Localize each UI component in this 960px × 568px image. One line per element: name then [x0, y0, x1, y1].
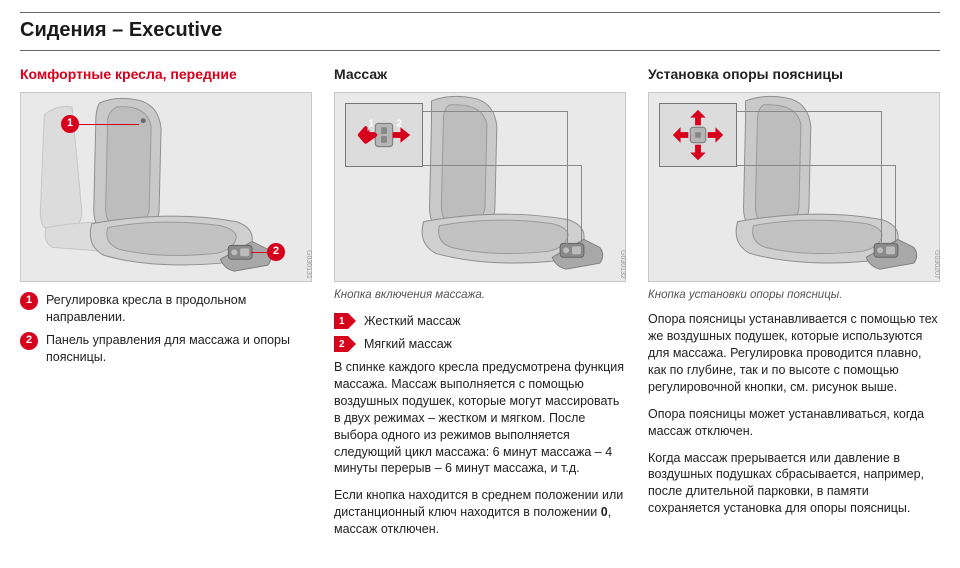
page-title: Сидения – Executive — [20, 12, 940, 51]
col2-figure: 1 2 G030132 — [334, 92, 626, 282]
leader-line — [881, 111, 882, 245]
col1-figure: 1 2 G030131 — [20, 92, 312, 282]
leader-line — [735, 165, 895, 166]
callout-1-badge: 1 — [61, 115, 79, 133]
col2-p1: В спинке каждого кресла предусмотрена фу… — [334, 359, 626, 477]
callout-2-badge: 2 — [267, 243, 285, 261]
leader-line — [421, 111, 567, 112]
col3-caption: Кнопка установки опоры поясницы. — [648, 288, 940, 304]
col1-img-id: G030131 — [304, 250, 313, 279]
legend-item: 2 Панель управления для массажа и опоры … — [20, 332, 312, 366]
col2-legend: 1 Жесткий массаж 2 Мягкий массаж — [334, 313, 626, 353]
lumbar-switch-icon — [660, 104, 736, 166]
legend-item: 1 Регулировка кресла в продольном направ… — [20, 292, 312, 326]
leader-line — [895, 165, 896, 251]
p2-b: 0 — [601, 505, 608, 519]
leader-line — [581, 165, 582, 251]
callout-1-line — [79, 124, 139, 125]
legend-text: Регулировка кресла в продольном направле… — [46, 292, 312, 326]
col3-p3: Когда массаж прерывается или давление в … — [648, 450, 940, 518]
col-lumbar: Установка опоры поясницы — [648, 65, 940, 548]
col1-legend: 1 Регулировка кресла в продольном направ… — [20, 292, 312, 366]
massage-switch-icon: 1 2 — [346, 104, 422, 166]
col3-img-id: G030207 — [932, 250, 941, 279]
legend-item: 2 Мягкий массаж — [334, 336, 626, 353]
legend-item: 1 Жесткий массаж — [334, 313, 626, 330]
callout-2-line — [251, 252, 267, 253]
col3-figure: G030207 — [648, 92, 940, 282]
col1-title: Комфортные кресла, передние — [20, 65, 312, 84]
leader-line — [567, 111, 568, 245]
col-comfort-seats: Комфортные кресла, передние — [20, 65, 312, 548]
col3-p2: Опора поясницы может устанавливаться, ко… — [648, 406, 940, 440]
legend-text: Жесткий массаж — [364, 313, 461, 330]
col2-inset: 1 2 — [345, 103, 423, 167]
svg-text:2: 2 — [397, 118, 402, 129]
p2-a: Если кнопка находится в среднем положе­н… — [334, 488, 623, 519]
leader-line — [735, 111, 881, 112]
col2-caption: Кнопка включения массажа. — [334, 288, 626, 304]
legend-arrow-2: 2 — [334, 336, 356, 352]
leader-line — [421, 165, 581, 166]
legend-arrow-1: 1 — [334, 313, 356, 329]
col-massage: Массаж — [334, 65, 626, 548]
col3-p1: Опора поясницы устанавливается с помощью… — [648, 311, 940, 395]
legend-num-1: 1 — [20, 292, 38, 310]
legend-text: Панель управления для массажа и опоры по… — [46, 332, 312, 366]
col2-img-id: G030132 — [618, 250, 627, 279]
svg-text:1: 1 — [369, 118, 375, 129]
col2-p2: Если кнопка находится в среднем положе­н… — [334, 487, 626, 538]
legend-num-2: 2 — [20, 332, 38, 350]
legend-text: Мягкий массаж — [364, 336, 452, 353]
col2-title: Массаж — [334, 65, 626, 84]
col3-inset — [659, 103, 737, 167]
col3-title: Установка опоры поясницы — [648, 65, 940, 84]
columns: Комфортные кресла, передние — [20, 65, 940, 548]
